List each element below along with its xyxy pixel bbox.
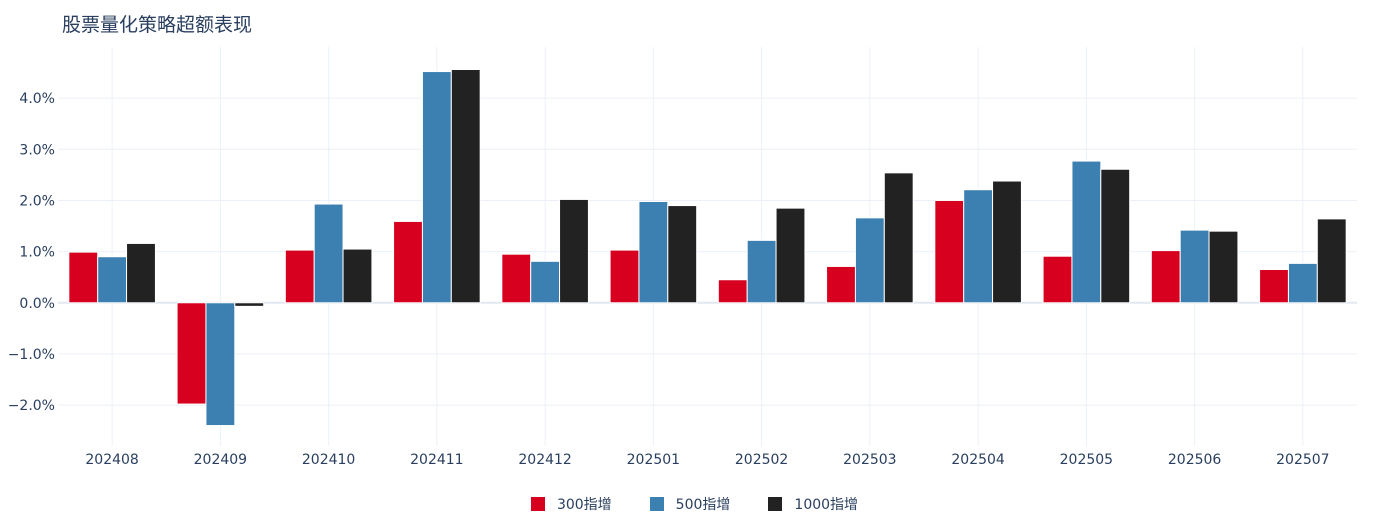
bar-300指增-202507 (1259, 269, 1289, 304)
bar-500指增-202503 (854, 217, 885, 304)
legend-label-500: 500指增 (675, 497, 731, 513)
y-tick-label: 2.0% (19, 193, 55, 209)
bar-500指增-202409 (205, 302, 236, 427)
x-tick-label: 202505 (1060, 452, 1113, 468)
bar-500指增-202412 (530, 260, 561, 304)
bar-1000指增-202408 (126, 242, 156, 304)
bar-1000指增-202412 (559, 198, 589, 304)
bar-500指增-202506 (1179, 229, 1210, 304)
bar-500指增-202502 (746, 239, 777, 304)
y-axis-ticks: 4.0% 3.0% 2.0% 1.0% 0.0% −1.0% −2.0% (8, 91, 55, 414)
bar-1000指增-202501 (667, 205, 698, 304)
bar-1000指增-202507 (1316, 218, 1347, 304)
bar-500指增-202411 (421, 71, 452, 304)
legend-label-1000: 1000指增 (794, 497, 859, 513)
bar-300指增-202411 (393, 220, 423, 304)
x-tick-label: 202504 (951, 452, 1005, 468)
bar-1000指增-202409 (234, 302, 265, 307)
bar-300指增-202409 (176, 302, 207, 405)
bar-300指增-202501 (609, 249, 640, 304)
bar-500指增-202410 (313, 203, 344, 304)
x-tick-label: 202411 (410, 452, 463, 468)
y-tick-label: −1.0% (8, 347, 55, 363)
x-tick-label: 202503 (843, 452, 896, 468)
legend-item-300[interactable]: 300指增 (519, 494, 612, 514)
bar-300指增-202502 (717, 279, 748, 304)
y-tick-label: 0.0% (19, 296, 55, 312)
x-tick-label: 202410 (302, 452, 355, 468)
y-tick-label: 4.0% (19, 91, 55, 107)
bars (68, 69, 1347, 427)
bar-1000指增-202504 (992, 180, 1022, 304)
legend-swatch-500 (649, 497, 664, 511)
chart-title: 股票量化策略超额表现 (62, 14, 253, 36)
bar-1000指增-202505 (1100, 168, 1131, 304)
x-axis-ticks: 202408 202409 202410 202411 202412 202501 2025… (85, 452, 1329, 468)
x-tick-label: 202408 (85, 452, 138, 468)
legend: 300指增 500指增 1000指增 (0, 494, 1377, 514)
bar-300指增-202408 (68, 251, 99, 304)
grid-lines (58, 47, 1357, 446)
x-tick-label: 202506 (1168, 452, 1222, 468)
bar-500指增-202501 (638, 200, 669, 304)
y-tick-label: 1.0% (19, 245, 55, 261)
bar-1000指增-202503 (883, 172, 914, 304)
bar-1000指增-202502 (775, 207, 806, 304)
bar-chart: 4.0%3.0%2.0%1.0%0.0%−1.0%−2.0% 202408 202… (8, 47, 1357, 468)
bar-1000指增-202506 (1208, 230, 1239, 304)
bar-300指增-202506 (1150, 250, 1181, 304)
x-tick-label: 202502 (735, 452, 788, 468)
bar-1000指增-202410 (342, 248, 373, 304)
legend-item-1000[interactable]: 1000指增 (756, 494, 858, 514)
bar-300指增-202504 (934, 199, 965, 304)
bar-300指增-202505 (1042, 255, 1073, 304)
legend-swatch-1000 (768, 497, 783, 511)
bar-500指增-202504 (963, 189, 994, 304)
bar-300指增-202503 (826, 265, 856, 304)
legend-label-300: 300指增 (556, 497, 612, 513)
bar-300指增-202412 (501, 253, 532, 304)
legend-item-500[interactable]: 500指增 (638, 494, 731, 514)
bar-1000指增-202411 (450, 69, 481, 304)
x-tick-label: 202501 (627, 452, 680, 468)
x-tick-label: 202409 (194, 452, 247, 468)
y-tick-label: 3.0% (19, 142, 55, 158)
x-tick-label: 202412 (518, 452, 571, 468)
bar-300指增-202410 (284, 249, 315, 304)
bar-500指增-202505 (1071, 160, 1102, 304)
legend-swatch-300 (530, 497, 545, 511)
bar-500指增-202408 (97, 256, 128, 304)
bar-500指增-202507 (1287, 262, 1318, 304)
y-tick-label: −2.0% (8, 398, 55, 414)
x-tick-label: 202507 (1276, 452, 1329, 468)
